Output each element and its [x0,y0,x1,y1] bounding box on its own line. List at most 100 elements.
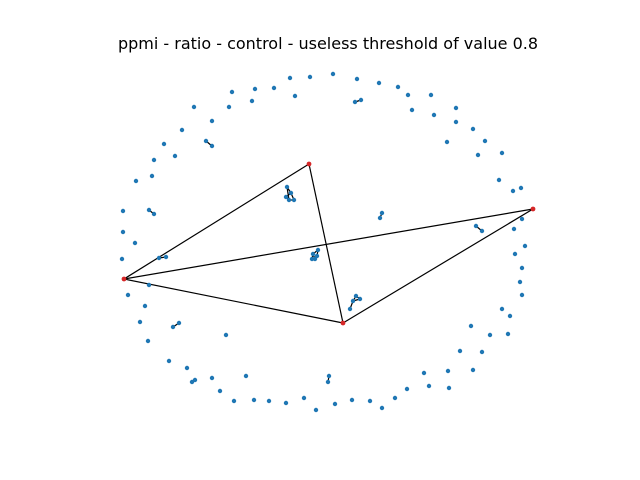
graph-node [518,185,524,191]
graph-node [499,150,505,156]
graph-node [499,306,505,312]
graph-node [445,368,451,374]
graph-node [487,332,493,338]
graph-node [125,292,131,298]
graph-node [292,93,298,99]
graph-node [507,313,513,319]
cluster-node [170,324,176,330]
cluster-node [203,138,209,144]
graph-node [120,208,126,214]
cluster-node [151,211,157,217]
graph-node [376,80,382,86]
graph-node [330,71,336,77]
graph-node [379,405,385,411]
cluster-node [286,197,292,203]
graph-node [209,118,215,124]
cluster-node [176,320,182,326]
graph-node [392,395,398,401]
cluster-node [291,197,297,203]
graph-node [409,107,415,113]
cluster-node [379,210,385,216]
graph-node [512,251,518,257]
highlighted-node [121,276,127,282]
graph-node [226,104,232,110]
cluster-node [358,97,364,103]
graph-node [367,398,373,404]
graph-node [426,383,432,389]
graph-node [511,226,517,232]
cluster-node [163,254,169,260]
graph-node [184,365,190,371]
graph-node [249,98,255,104]
highlighted-node [340,320,346,326]
graph-node [510,188,516,194]
graph-node [482,138,488,144]
graph-node [172,153,178,159]
graph-node [191,104,197,110]
graph-node [404,386,410,392]
graph-edge [123,163,310,280]
graph-node [496,177,502,183]
graph-node [145,338,151,344]
cluster-node [352,99,358,105]
graph-node [243,373,249,379]
graph-edge [123,278,344,324]
cluster-node [325,379,331,385]
cluster-node [314,253,320,259]
graph-node [519,292,525,298]
cluster-node [284,184,290,190]
graph-node [161,141,167,147]
graph-edge [342,208,534,324]
cluster-node [310,251,316,257]
cluster-node [326,373,332,379]
graph-node [166,358,172,364]
graph-node [519,265,525,271]
cluster-node [357,296,363,302]
graph-node [137,319,143,325]
graph-node [349,397,355,403]
graph-node [421,370,427,376]
graph-node [142,303,148,309]
graph-node [519,216,525,222]
graph-node [522,243,528,249]
graph-node [332,401,338,407]
graph-node [453,119,459,125]
cluster-node [288,190,294,196]
cluster-node [353,293,359,299]
graph-node [468,323,474,329]
graph-node [179,127,185,133]
graph-node [446,385,452,391]
graph-node [395,84,401,90]
graph-node [428,92,434,98]
node-layer [119,71,528,413]
graph-node [313,407,319,413]
cluster-node [156,255,162,261]
cluster-node [473,223,479,229]
highlighted-node-layer [121,161,536,326]
graph-node [457,348,463,354]
cluster-node [315,247,321,253]
graph-node [209,375,215,381]
graph-node [470,367,476,373]
graph-node [453,105,459,111]
cluster-node [283,194,289,200]
cluster-node [309,256,315,262]
graph-node [149,173,155,179]
cluster-node [350,298,356,304]
graph-node [229,89,235,95]
graph-node [151,157,157,163]
graph-node [252,86,258,92]
cluster-node [146,207,152,213]
graph-node [517,279,523,285]
graph-node [120,229,126,235]
graph-node [431,112,437,118]
cluster-node [377,215,383,221]
graph-node [271,85,277,91]
graph-node [307,74,313,80]
graph-node [132,240,138,246]
graph-node [283,400,289,406]
graph-node [119,256,125,262]
graph-node [470,126,476,132]
